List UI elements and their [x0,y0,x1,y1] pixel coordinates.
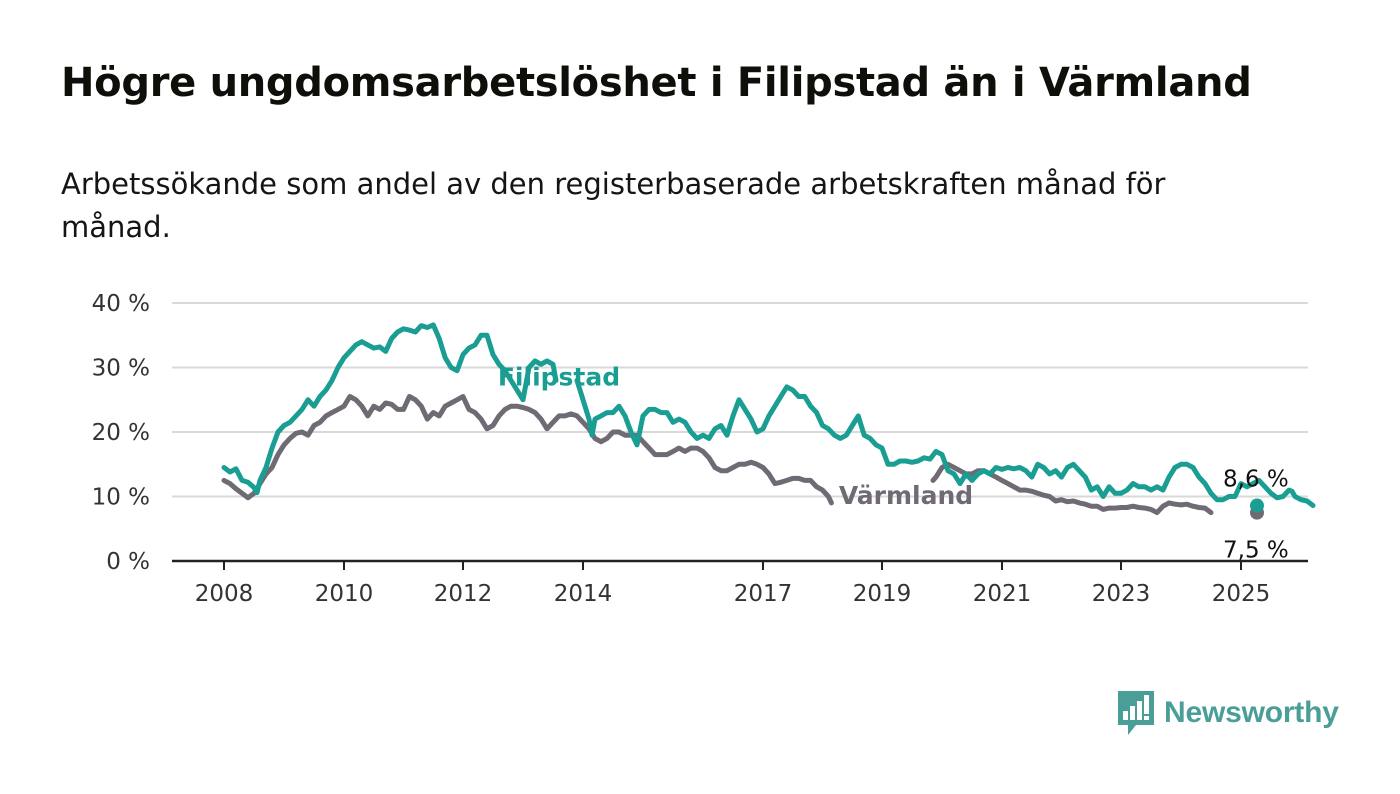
x-tick-label: 2010 [315,581,374,607]
x-tick-label: 2021 [973,581,1032,607]
brand-name: Newsworthy [1164,696,1339,729]
x-axis-ticks: 2008 2010 2012 2014 2017 2019 2021 2023 2025 [195,561,1271,607]
chart-title: Högre ungdomsarbetslöshet i Filipstad än… [61,60,1252,106]
varmland-series-label: Värmland [839,481,973,510]
y-tick-label: 0 % [106,549,150,575]
filipstad-end-point [1250,498,1264,513]
chart-subtitle: Arbetssökande som andel av den registerb… [61,167,1166,244]
filipstad-end-label: 8,6 % [1223,467,1289,493]
bar-chart-speech-bubble-icon [1118,691,1154,735]
varmland-line-segment-2 [930,461,1214,516]
x-tick-label: 2008 [195,581,254,607]
y-axis-ticks: 0 % 10 % 20 % 30 % 40 % [92,291,150,575]
newsworthy-logo: Newsworthy [1118,690,1339,736]
y-tick-label: 30 % [92,356,150,382]
x-tick-label: 2014 [554,581,613,607]
x-tick-label: 2019 [853,581,912,607]
series-lines [221,322,1316,516]
filipstad-line-segment-2 [574,377,1316,508]
filipstad-series-label: Filipstad [498,363,620,392]
varmland-end-label: 7,5 % [1223,538,1289,564]
x-tick-label: 2023 [1092,581,1151,607]
x-tick-label: 2017 [734,581,793,607]
gridlines [172,302,1308,498]
x-tick-label: 2025 [1212,581,1271,607]
varmland-line [221,394,834,506]
y-tick-label: 40 % [92,291,150,317]
series-labels: Filipstad Värmland 8,6 % 7,5 % [498,363,1289,564]
x-tick-label: 2012 [434,581,493,607]
y-tick-label: 10 % [92,485,150,511]
y-tick-label: 20 % [92,420,150,446]
filipstad-line [221,322,559,496]
